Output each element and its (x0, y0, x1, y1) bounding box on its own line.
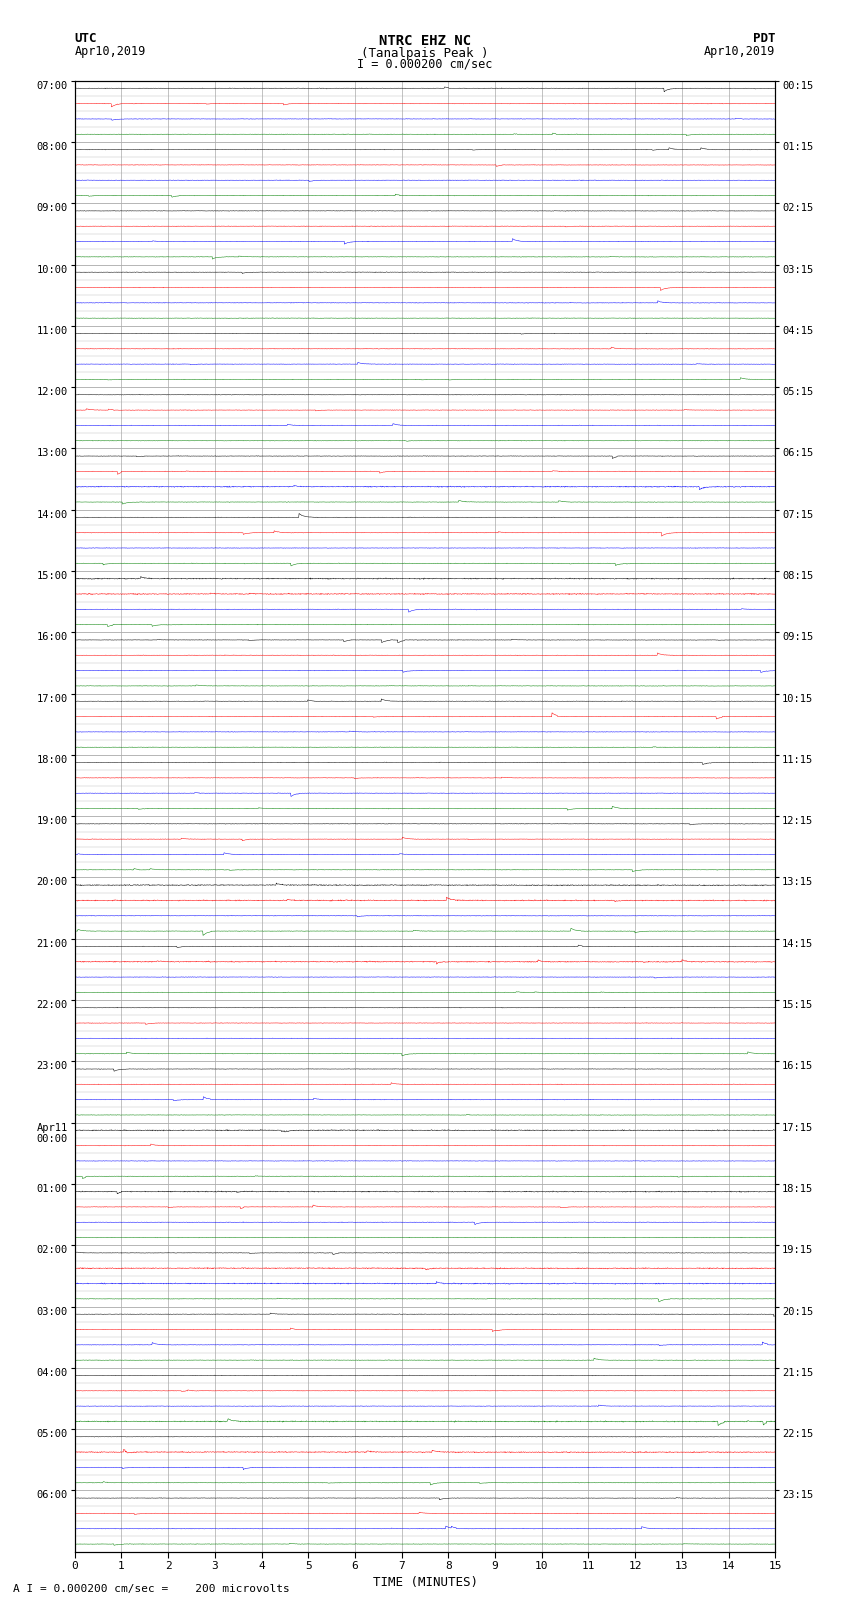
Text: PDT: PDT (753, 32, 775, 45)
Text: (Tanalpais Peak ): (Tanalpais Peak ) (361, 47, 489, 60)
X-axis label: TIME (MINUTES): TIME (MINUTES) (372, 1576, 478, 1589)
Text: NTRC EHZ NC: NTRC EHZ NC (379, 34, 471, 48)
Text: Apr10,2019: Apr10,2019 (704, 45, 775, 58)
Text: A I = 0.000200 cm/sec =    200 microvolts: A I = 0.000200 cm/sec = 200 microvolts (13, 1584, 290, 1594)
Text: I = 0.000200 cm/sec: I = 0.000200 cm/sec (357, 58, 493, 71)
Text: UTC: UTC (75, 32, 97, 45)
Text: Apr10,2019: Apr10,2019 (75, 45, 146, 58)
